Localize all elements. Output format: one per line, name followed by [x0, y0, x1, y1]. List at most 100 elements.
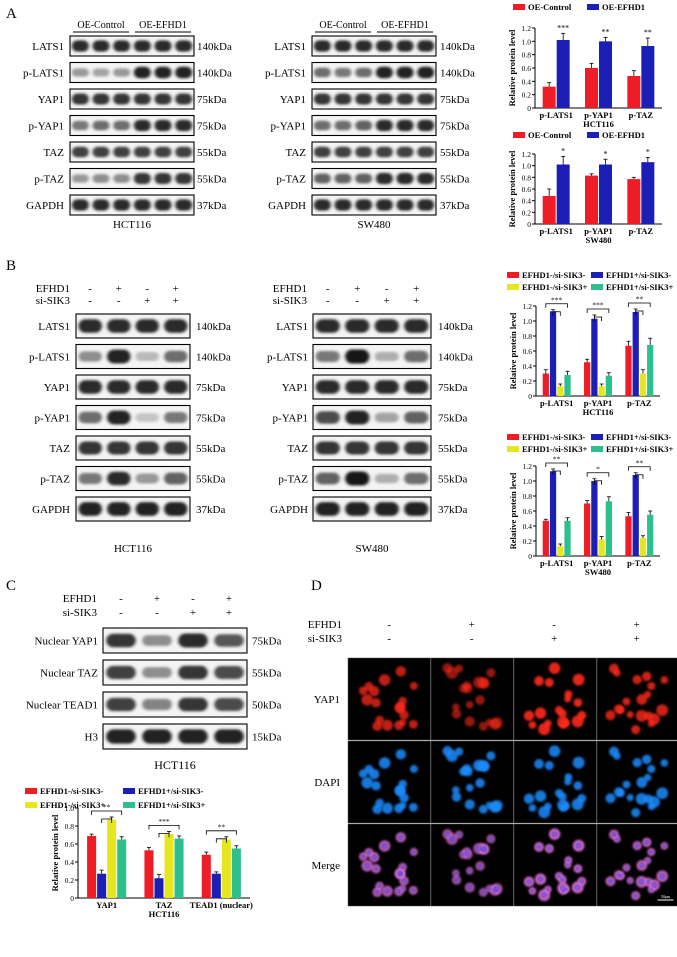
- microscopy-tile: [430, 823, 514, 907]
- cell: [452, 786, 460, 795]
- panel-b-kda-label: 75kDa: [438, 413, 467, 425]
- y-tick-label: 0.6: [65, 840, 75, 849]
- microscopy-tile: [347, 657, 431, 741]
- panel-a-band: [113, 93, 131, 105]
- nucleus: [628, 878, 633, 883]
- panel-c-band: [178, 633, 208, 648]
- cell: [361, 694, 373, 706]
- panel-a-band: [133, 146, 151, 158]
- panel-a-band: [355, 67, 373, 78]
- nucleus: [465, 851, 471, 858]
- cell: [475, 778, 485, 788]
- condition-sign: -: [191, 593, 195, 605]
- panel-a-band: [175, 66, 193, 79]
- panel-b-protein-label: TAZ: [49, 443, 70, 455]
- panel-b-band: [135, 413, 159, 422]
- cell-line-label: SW480: [356, 543, 390, 555]
- panel-a-kda-label: 140kDa: [197, 41, 232, 53]
- panel-a-band: [113, 146, 131, 158]
- x-tick-label: p-LATS1: [539, 226, 572, 236]
- cell: [558, 792, 567, 801]
- y-tick-label: 1.2: [523, 302, 533, 311]
- condition-sign: -: [355, 295, 359, 307]
- cell: [626, 793, 634, 802]
- y-tick-label: 0: [70, 894, 74, 903]
- panel-b-blot-row: YAP1 75kDa: [282, 374, 467, 400]
- panel-c-protein-label: Nuclear TAZ: [40, 668, 98, 680]
- nucleus: [400, 886, 405, 891]
- cell: [451, 792, 462, 802]
- panel-c-blot-row: H3 15kDa: [85, 723, 281, 750]
- panel-b-band: [404, 350, 429, 363]
- cell: [626, 710, 634, 719]
- cell: [442, 663, 453, 674]
- legend-swatch: [507, 284, 519, 290]
- panel-b-band: [315, 441, 340, 455]
- panel-a-band: [396, 40, 414, 52]
- cell: [558, 709, 567, 718]
- cell-line-label: HCT116: [114, 543, 153, 555]
- panel-c-kda-label: 55kDa: [252, 668, 281, 680]
- significance-stars: *: [561, 146, 565, 155]
- y-tick-label: 1.0: [523, 477, 533, 486]
- panel-b-band: [345, 380, 370, 394]
- bar: [542, 86, 556, 108]
- cell: [408, 802, 418, 812]
- panel-b-band: [135, 351, 159, 362]
- panel-a-band: [355, 40, 373, 52]
- panel-a-kda-label: 140kDa: [197, 68, 232, 80]
- panel-b-band: [135, 441, 159, 455]
- cell: [577, 793, 587, 803]
- cell: [656, 787, 669, 800]
- significance-stars: ***: [551, 295, 563, 304]
- cell: [371, 780, 381, 791]
- x-tick-label: p-TAZ: [627, 398, 652, 408]
- panel-a-band: [154, 40, 172, 52]
- panel-a-kda-label: 140kDa: [440, 41, 475, 53]
- panel-a-band: [417, 119, 435, 132]
- panel-a-band: [313, 40, 331, 52]
- condition-sign: +: [154, 593, 160, 605]
- panel-a-band: [334, 93, 352, 105]
- bar: [591, 481, 598, 556]
- panel-a-blot-row: p-YAP1 75kDa: [271, 114, 469, 137]
- panel-b-kda-label: 55kDa: [196, 443, 225, 455]
- panel-a-band: [175, 119, 193, 132]
- cell: [642, 671, 652, 682]
- nucleus: [634, 843, 640, 849]
- cell: [452, 703, 460, 712]
- y-tick-label: 0.4: [522, 197, 532, 206]
- cell: [478, 804, 488, 814]
- panel-a-band: [355, 93, 373, 105]
- nucleus: [638, 878, 645, 886]
- cell: [478, 721, 488, 731]
- x-tick-label: TAZ: [156, 900, 173, 910]
- panel-b-band: [404, 411, 429, 424]
- condition-sign: +: [634, 633, 640, 645]
- cell: [523, 710, 535, 721]
- panel-a-protein-label: p-LATS1: [23, 68, 64, 80]
- panel-c-band: [178, 665, 208, 680]
- stain-row-label: YAP1: [314, 694, 340, 706]
- condition-label: EFHD1: [36, 283, 70, 295]
- bar: [154, 878, 164, 898]
- panel-a-band: [113, 199, 131, 211]
- bar: [605, 375, 612, 396]
- y-tick-label: 1.0: [65, 804, 75, 813]
- cell: [577, 710, 587, 720]
- legend-label: EFHD1+/si-SIK3+: [138, 800, 205, 810]
- panel-a-band: [71, 68, 89, 77]
- panel-c-band: [214, 698, 244, 711]
- bar: [639, 373, 647, 396]
- panel-a-blot-row: YAP1 75kDa: [38, 88, 226, 110]
- x-tick-label: p-TAZ: [629, 110, 654, 120]
- nucleus: [566, 858, 571, 863]
- cell: [647, 681, 656, 691]
- bar: [647, 345, 654, 396]
- cell: [459, 684, 468, 693]
- panel-a-band: [313, 199, 331, 211]
- panel-a-protein-label: p-LATS1: [265, 68, 306, 80]
- bar: [584, 362, 591, 396]
